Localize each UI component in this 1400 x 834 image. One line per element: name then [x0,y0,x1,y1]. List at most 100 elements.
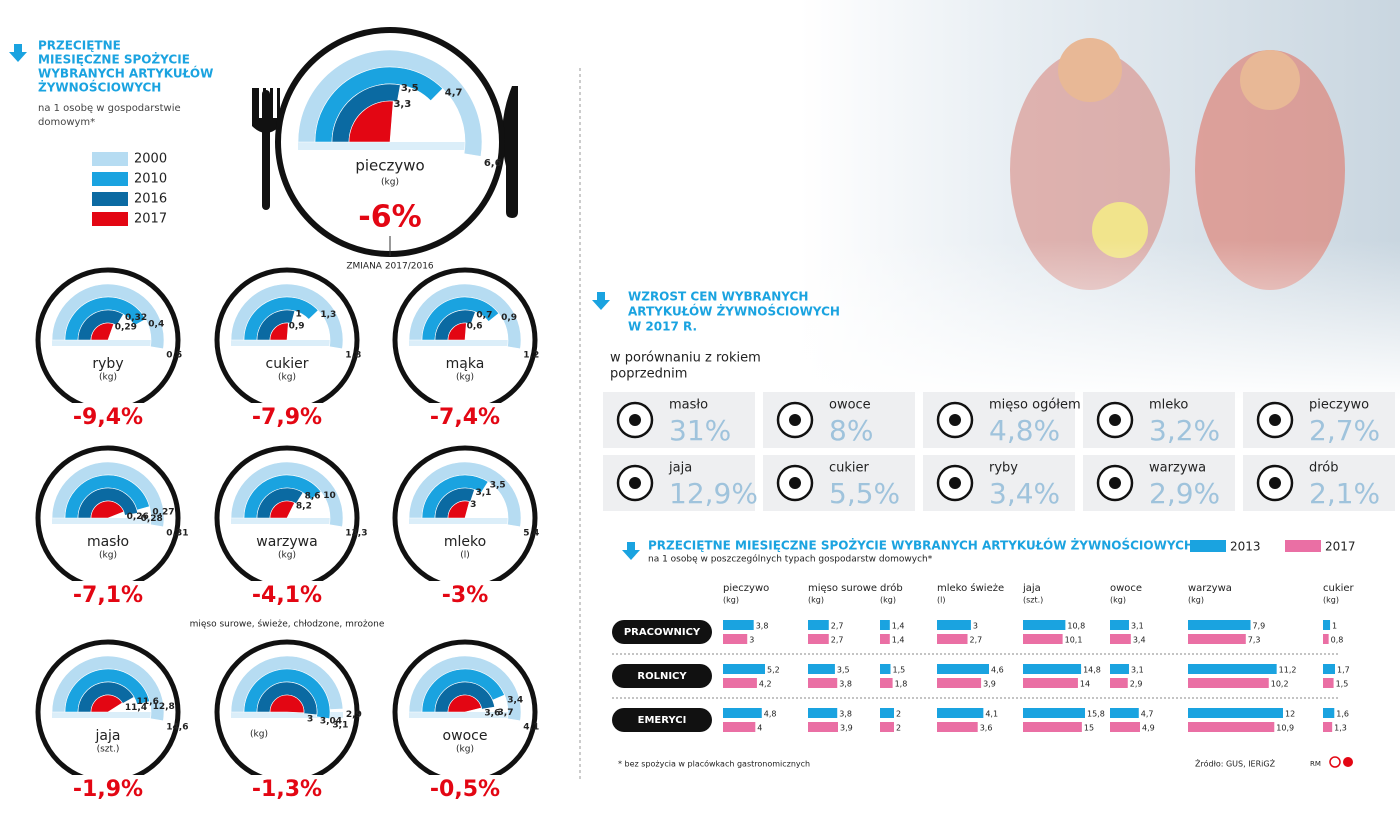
bar [1188,678,1269,688]
legend-swatch [1190,540,1226,552]
bar [723,722,756,732]
plate-band [231,340,343,346]
bar-value-label: 5,2 [767,666,780,675]
change-bg [348,203,432,233]
bar [880,634,890,644]
gauge-value-label: 11,6 [137,697,159,707]
bar-value-label: 3,5 [837,666,850,675]
bar-value-label: 14,8 [1083,666,1101,675]
gauge-unit: (kg) [278,551,296,561]
gauge-value-label: 0,9 [289,322,305,332]
price-name: mleko [1149,398,1188,413]
group-pill [612,708,712,732]
change-bg [427,775,503,805]
legend-swatch [92,152,128,166]
change-bg [249,403,325,433]
bar [937,708,984,718]
bar-value-label: 4 [757,724,762,733]
bar-value-label: 4,2 [759,680,772,689]
bar [1023,722,1082,732]
bar [1110,620,1129,630]
bar [808,708,838,718]
bar-value-label: 3,1 [1131,622,1144,631]
section-title: MIESIĘCZNE SPOŻYCIE [38,52,190,67]
price-change: 2,9% [1149,477,1220,510]
bar [1023,620,1066,630]
group-label: ROLNICY [637,671,687,682]
column-unit: (kg) [1323,596,1339,605]
price-name: warzywa [1149,461,1206,476]
bar [723,678,757,688]
change-bg [249,775,325,805]
gauge-value-label: 5,4 [523,529,539,539]
bar [1323,708,1335,718]
gauge-unit: (szt.) [97,745,120,755]
bar [1188,620,1251,630]
section-title: W 2017 R. [628,320,697,334]
gauge-arc [269,322,289,341]
gauge-change: -6% [358,200,421,235]
plate-band [298,142,482,150]
gauge-name: pieczywo [355,157,424,175]
column-unit: (kg) [808,596,824,605]
gauge-change: -4,1% [252,583,322,608]
price-name: jaja [668,461,692,476]
bar [808,664,835,674]
column-unit: (kg) [880,596,896,605]
bar-value-label: 3 [973,622,978,631]
bar-value-label: 2,7 [831,636,844,645]
bar-value-label: 12 [1285,710,1295,719]
bar-value-label: 10,8 [1067,622,1085,631]
bar-value-label: 3,4 [1133,636,1146,645]
bar-value-label: 1,8 [895,680,908,689]
group-label: PRACOWNICY [624,627,701,638]
bar-value-label: 2 [896,710,901,719]
column-unit: (kg) [723,596,739,605]
legend-label: 2016 [134,192,167,207]
change-bg [427,581,503,611]
gauge-value-label: 3,4 [507,695,523,705]
plate-band [409,712,521,718]
bar-value-label: 3,9 [983,680,996,689]
bar-value-label: 4,1 [985,710,998,719]
legend-swatch [92,172,128,186]
gauge-change: -1,3% [252,777,322,802]
bar-value-label: 10,2 [1271,680,1289,689]
section-subtitle: w porównaniu z rokiem [610,351,761,366]
bar-value-label: 1,5 [1336,680,1349,689]
bar-value-label: 1,5 [893,666,906,675]
bar-value-label: 1,4 [892,622,905,631]
plate-band [409,518,521,524]
section-title: WYBRANYCH ARTYKUŁÓW [38,66,213,81]
bar-value-label: 3,8 [839,680,852,689]
gauge-value-label: 4,1 [523,723,539,733]
column-name: cukier [1323,583,1355,594]
price-icon-dot [629,414,641,426]
legend-swatch [1285,540,1321,552]
bar-value-label: 10,1 [1065,636,1083,645]
gauge-value-label: 8,6 [305,492,321,502]
bar [937,678,982,688]
price-change: 3,4% [989,477,1060,510]
knife [502,86,518,218]
gauge-arc [90,322,115,341]
bar-value-label: 4,7 [1141,710,1154,719]
bar [937,634,968,644]
gauge-value-label: 3 [470,500,476,510]
column-name: mleko świeże [937,582,1004,594]
gauge-value-label: 0,4 [148,319,164,329]
column-unit: (szt.) [1023,596,1043,605]
bar-value-label: 2,7 [970,636,983,645]
bar [880,664,891,674]
price-change: 3,2% [1149,414,1220,447]
gauge-value-label: 2,9 [346,710,362,720]
bar [723,708,762,718]
gauge-value-label: 0,27 [152,507,174,517]
bar-value-label: 3,6 [980,724,993,733]
gauge-arc [90,500,125,519]
bar-value-label: 3,1 [1131,666,1144,675]
gauge-name: ryby [92,356,123,372]
section-subtitle: domowym* [38,117,95,128]
gauge-value-label: 14,6 [166,723,188,733]
